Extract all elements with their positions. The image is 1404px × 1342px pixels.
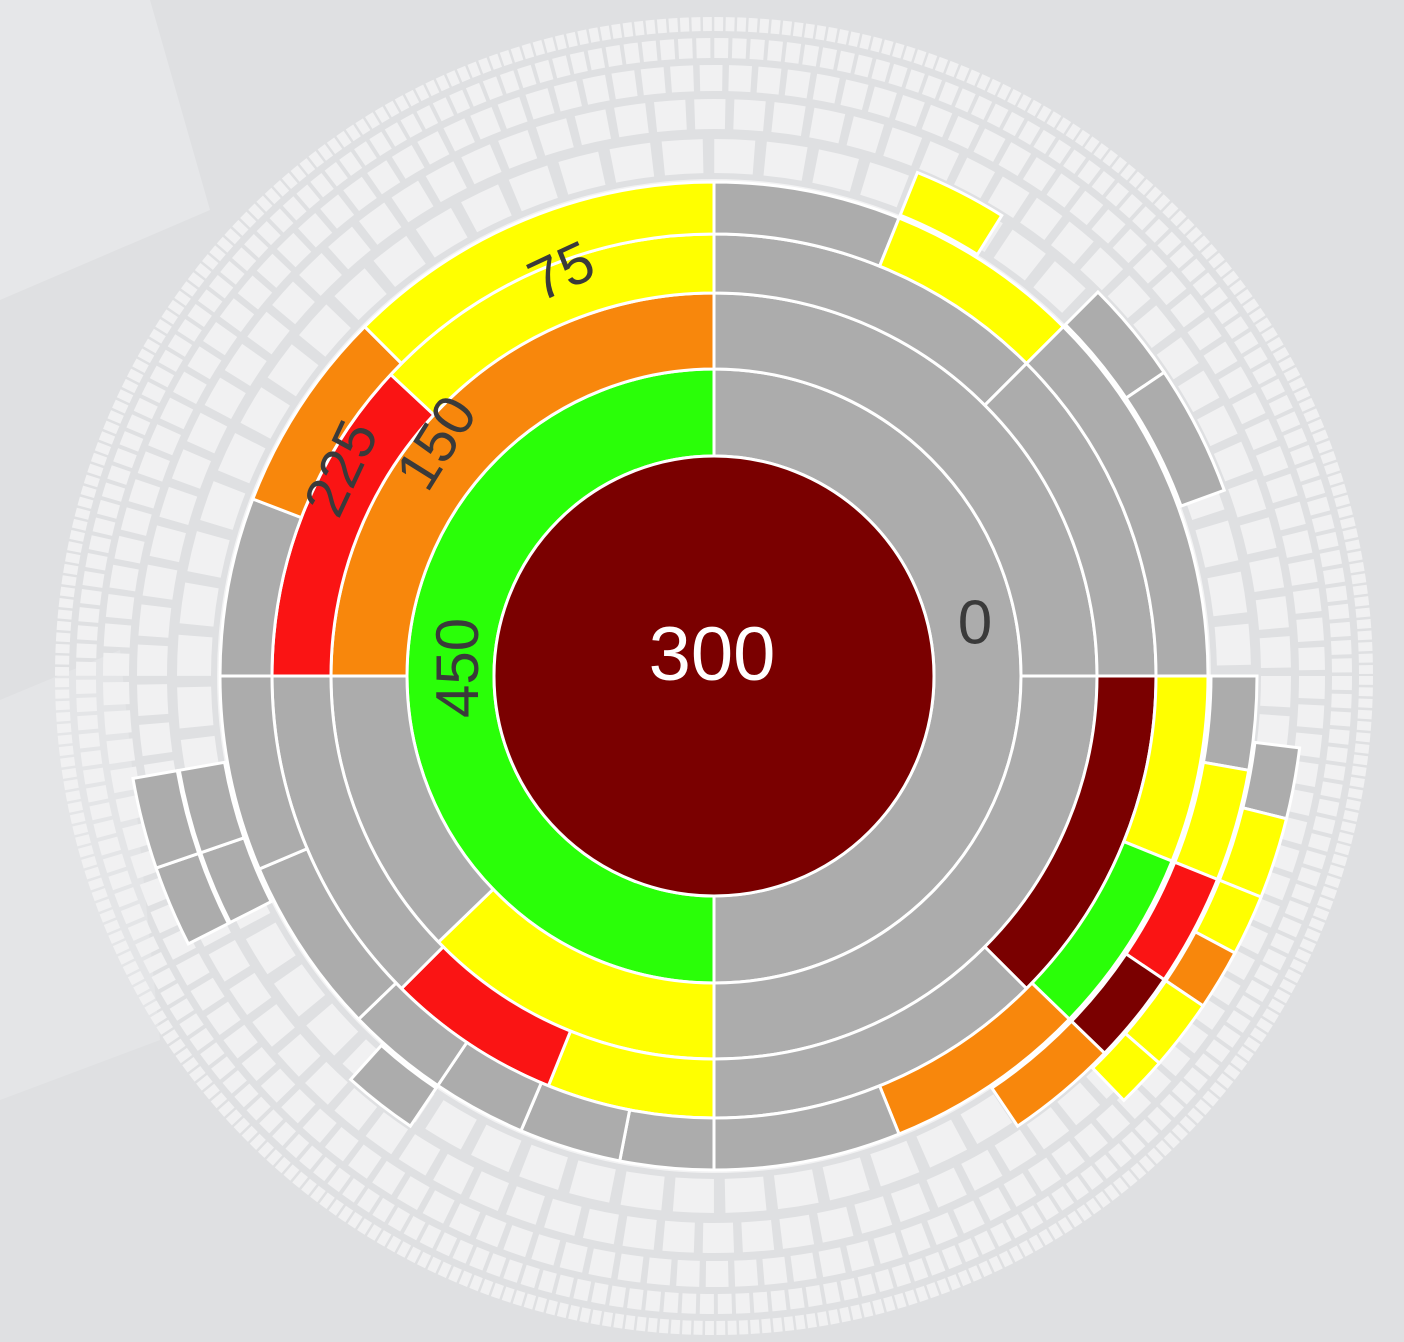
segments <box>131 170 1302 1172</box>
segment[interactable] <box>989 1019 1107 1129</box>
segment[interactable] <box>1123 370 1227 508</box>
deco-ring <box>103 65 1325 1287</box>
deco-ring <box>76 38 1352 1314</box>
segment[interactable] <box>177 760 246 855</box>
segment[interactable] <box>362 180 716 366</box>
segment[interactable] <box>1090 1031 1162 1103</box>
segment[interactable] <box>1201 674 1259 773</box>
segment-label[interactable]: 450 <box>424 618 491 718</box>
center-label[interactable]: 300 <box>649 612 776 697</box>
segment[interactable] <box>898 170 1004 257</box>
center-disc[interactable] <box>492 454 936 898</box>
segment-label[interactable]: 0 <box>958 588 992 657</box>
deco-ring <box>137 99 1291 1253</box>
segment[interactable] <box>617 1108 716 1172</box>
deco-ring <box>55 17 1373 1335</box>
segment[interactable] <box>348 1043 439 1129</box>
bg-patch <box>0 0 210 300</box>
segment[interactable] <box>131 768 201 870</box>
